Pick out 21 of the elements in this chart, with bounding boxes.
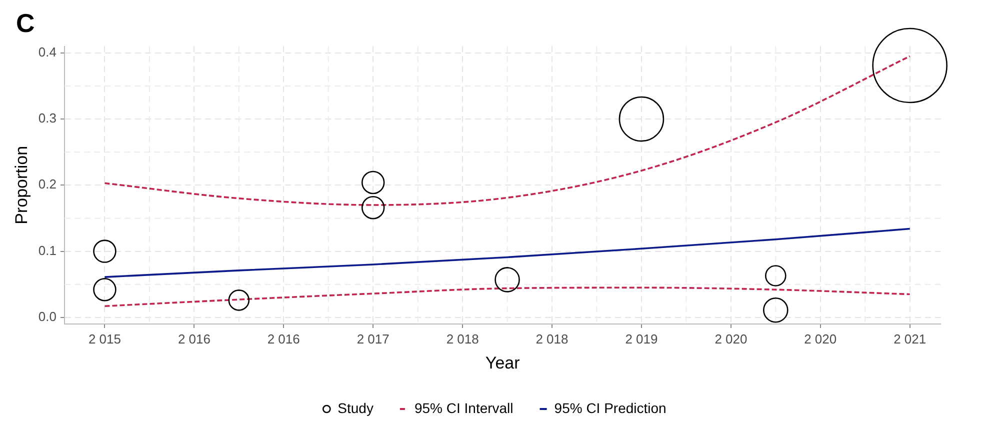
x-tick-label: 2 018 — [446, 331, 479, 346]
text: C — [16, 8, 35, 38]
y-tick-label: 0.1 — [38, 242, 56, 258]
x-tick-label: 2 020 — [804, 331, 837, 346]
x-tick-label: 2 018 — [536, 331, 568, 346]
legend-label: 95% CI Prediction — [554, 400, 666, 416]
y-tick-label: 0.4 — [38, 44, 56, 60]
x-axis-title: Year — [485, 353, 520, 372]
y-axis-title: Proportion — [12, 146, 31, 224]
x-tick-label: 2 017 — [356, 331, 390, 346]
x-tick-label: 2 020 — [714, 331, 748, 346]
y-tick-label: 0.3 — [38, 110, 56, 126]
x-tick-label: 2 016 — [178, 331, 210, 346]
y-tick-label: 0.0 — [38, 308, 56, 324]
x-tick-label: 2 015 — [88, 331, 121, 346]
x-tick-label: 2 016 — [267, 331, 300, 346]
x-tick-label: 2 021 — [894, 331, 926, 346]
legend-label: 95% CI Intervall — [414, 400, 514, 416]
x-tick-label: 2 019 — [625, 331, 658, 346]
legend-label: Study — [338, 400, 374, 416]
y-tick-label: 0.2 — [38, 176, 56, 192]
